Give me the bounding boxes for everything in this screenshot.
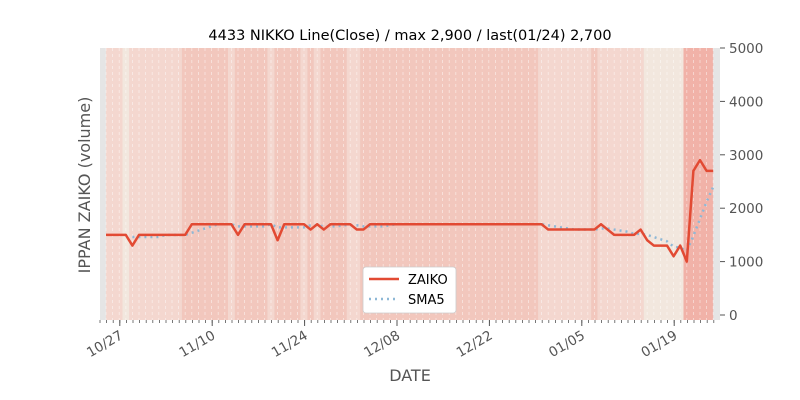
x-axis-label: DATE	[389, 366, 431, 385]
background-band	[597, 48, 644, 320]
background-band	[274, 48, 301, 320]
background-band	[267, 48, 275, 320]
x-tick-label: 10/27	[84, 328, 126, 361]
background-band	[234, 48, 268, 320]
x-tick-label: 01/19	[639, 328, 681, 361]
background-band	[228, 48, 235, 320]
x-tick-label: 11/10	[177, 328, 219, 361]
x-axis: 10/27 11/10 11/24 12/08 12/22 01/05 01/19	[84, 320, 715, 361]
background-band	[643, 48, 684, 320]
x-tick-label: 01/05	[546, 328, 588, 361]
y-tick-label: 1000	[729, 255, 763, 271]
y-tick-label: 2000	[729, 201, 763, 217]
background-band	[320, 48, 347, 320]
y-axis-label: IPPAN ZAIKO (volume)	[75, 97, 94, 274]
background-band	[181, 48, 229, 320]
x-tick-label: 11/24	[269, 328, 311, 361]
background-band	[346, 48, 361, 320]
background-band	[538, 48, 592, 320]
legend-zaiko-label: ZAIKO	[408, 273, 448, 288]
legend-sma5-label: SMA5	[408, 293, 445, 308]
background-band	[300, 48, 308, 320]
y-axis: 0 1000 2000 3000 4000 5000	[720, 41, 763, 324]
background-band	[307, 48, 314, 320]
zaiko-line	[106, 158, 714, 263]
legend: ZAIKO SMA5	[362, 266, 457, 314]
x-tick-label: 12/08	[361, 328, 403, 361]
background-band	[106, 48, 123, 320]
y-tick-label: 5000	[729, 41, 763, 57]
y-tick-label: 3000	[729, 148, 763, 164]
background-band	[313, 48, 321, 320]
y-tick-label: 0	[729, 308, 738, 324]
background-band	[683, 48, 714, 320]
chart-title: 4433 NIKKO Line(Close) / max 2,900 / las…	[208, 28, 611, 44]
background-band	[591, 48, 598, 320]
background-band	[129, 48, 182, 320]
x-tick-label: 12/22	[454, 328, 496, 361]
y-tick-label: 4000	[729, 94, 763, 110]
background-band	[122, 48, 130, 320]
series-lines	[106, 158, 715, 263]
